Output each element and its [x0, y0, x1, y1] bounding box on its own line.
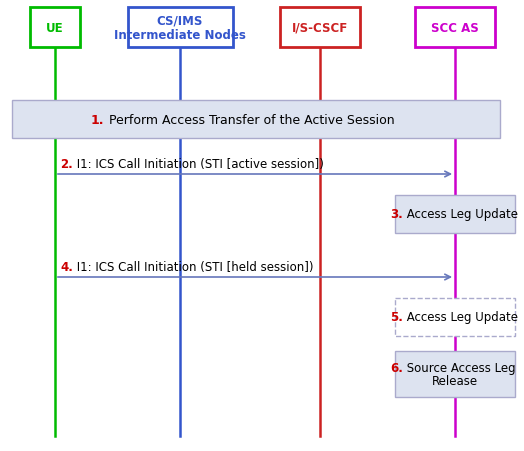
Bar — [395, 299, 515, 336]
Text: 4.: 4. — [60, 261, 73, 274]
Text: I/S-CSCF: I/S-CSCF — [292, 22, 348, 34]
Text: 2.: 2. — [60, 158, 73, 171]
Text: 1.: 1. — [91, 113, 104, 126]
Text: UE: UE — [46, 22, 64, 34]
Text: I1: ICS Call Initiation (STI [active session]): I1: ICS Call Initiation (STI [active ses… — [73, 158, 324, 171]
Text: SCC AS: SCC AS — [431, 22, 479, 34]
Text: I1: ICS Call Initiation (STI [held session]): I1: ICS Call Initiation (STI [held sessi… — [73, 261, 313, 274]
Text: Access Leg Update: Access Leg Update — [403, 311, 518, 324]
Text: CS/IMS
Intermediate Nodes: CS/IMS Intermediate Nodes — [114, 14, 246, 42]
Bar — [395, 351, 515, 397]
Text: 6.: 6. — [390, 361, 403, 374]
Text: Access Leg Update: Access Leg Update — [403, 208, 518, 221]
Bar — [127, 8, 233, 48]
Bar — [415, 8, 495, 48]
Bar — [30, 8, 80, 48]
Bar — [395, 196, 515, 234]
Text: Perform Access Transfer of the Active Session: Perform Access Transfer of the Active Se… — [105, 113, 395, 126]
Text: 3.: 3. — [390, 208, 403, 221]
Text: 5.: 5. — [390, 311, 403, 324]
Text: Release: Release — [432, 374, 478, 387]
Bar — [280, 8, 360, 48]
Bar — [12, 101, 500, 139]
Text: Source Access Leg: Source Access Leg — [403, 361, 516, 374]
